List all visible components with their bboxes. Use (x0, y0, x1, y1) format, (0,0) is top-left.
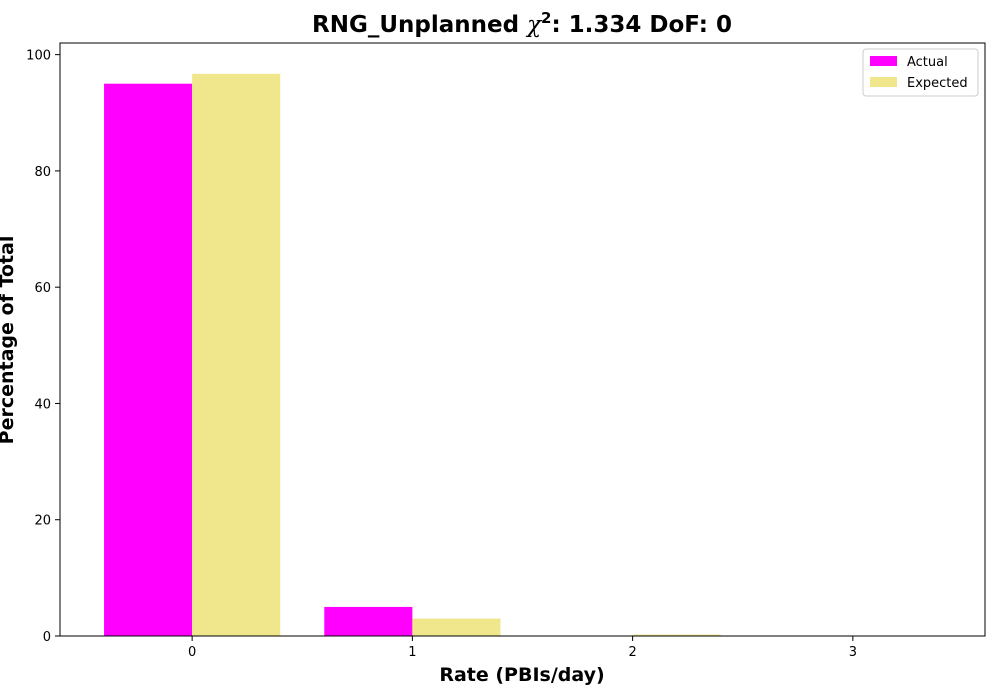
bar-expected-2 (632, 634, 721, 636)
y-axis-ticks: 0 20 40 60 80 100 (26, 49, 60, 645)
chart-title-suffix: : 1.334 DoF: 0 (551, 12, 732, 38)
y-tick-label: 40 (34, 397, 51, 412)
x-tick-label: 3 (849, 645, 857, 660)
x-tick-label: 2 (628, 645, 636, 660)
chart-title-exponent: 2 (541, 9, 551, 27)
legend: Actual Expected (862, 48, 979, 97)
chart-title-prefix: RNG_Unplanned (312, 12, 527, 38)
bar-actual-1 (324, 606, 413, 636)
y-tick-label: 20 (34, 514, 51, 529)
plot-frame (59, 42, 986, 637)
bar-expected-1 (412, 618, 501, 636)
legend-swatch-expected (870, 77, 897, 87)
y-tick-label: 100 (26, 49, 51, 64)
legend-swatch-actual (870, 56, 897, 66)
bars-layer (104, 73, 721, 637)
y-tick-label: 60 (34, 281, 51, 296)
bar-expected-0 (192, 73, 281, 636)
legend-label-expected: Expected (907, 76, 968, 91)
y-tick-label: 0 (43, 630, 51, 645)
chart-title-symbol: χ (525, 12, 543, 38)
y-axis-label: Percentage of Total (0, 236, 18, 445)
y-tick-label: 80 (34, 165, 51, 180)
x-tick-label: 0 (188, 645, 196, 660)
x-axis-label: Rate (PBIs/day) (439, 664, 604, 686)
legend-label-actual: Actual (907, 55, 948, 70)
x-tick-label: 1 (408, 645, 416, 660)
bar-actual-0 (104, 83, 193, 637)
chart-title: RNG_Unplanned χ2: 1.334 DoF: 0 (312, 9, 732, 38)
x-axis-ticks: 0 1 2 3 (188, 636, 857, 660)
